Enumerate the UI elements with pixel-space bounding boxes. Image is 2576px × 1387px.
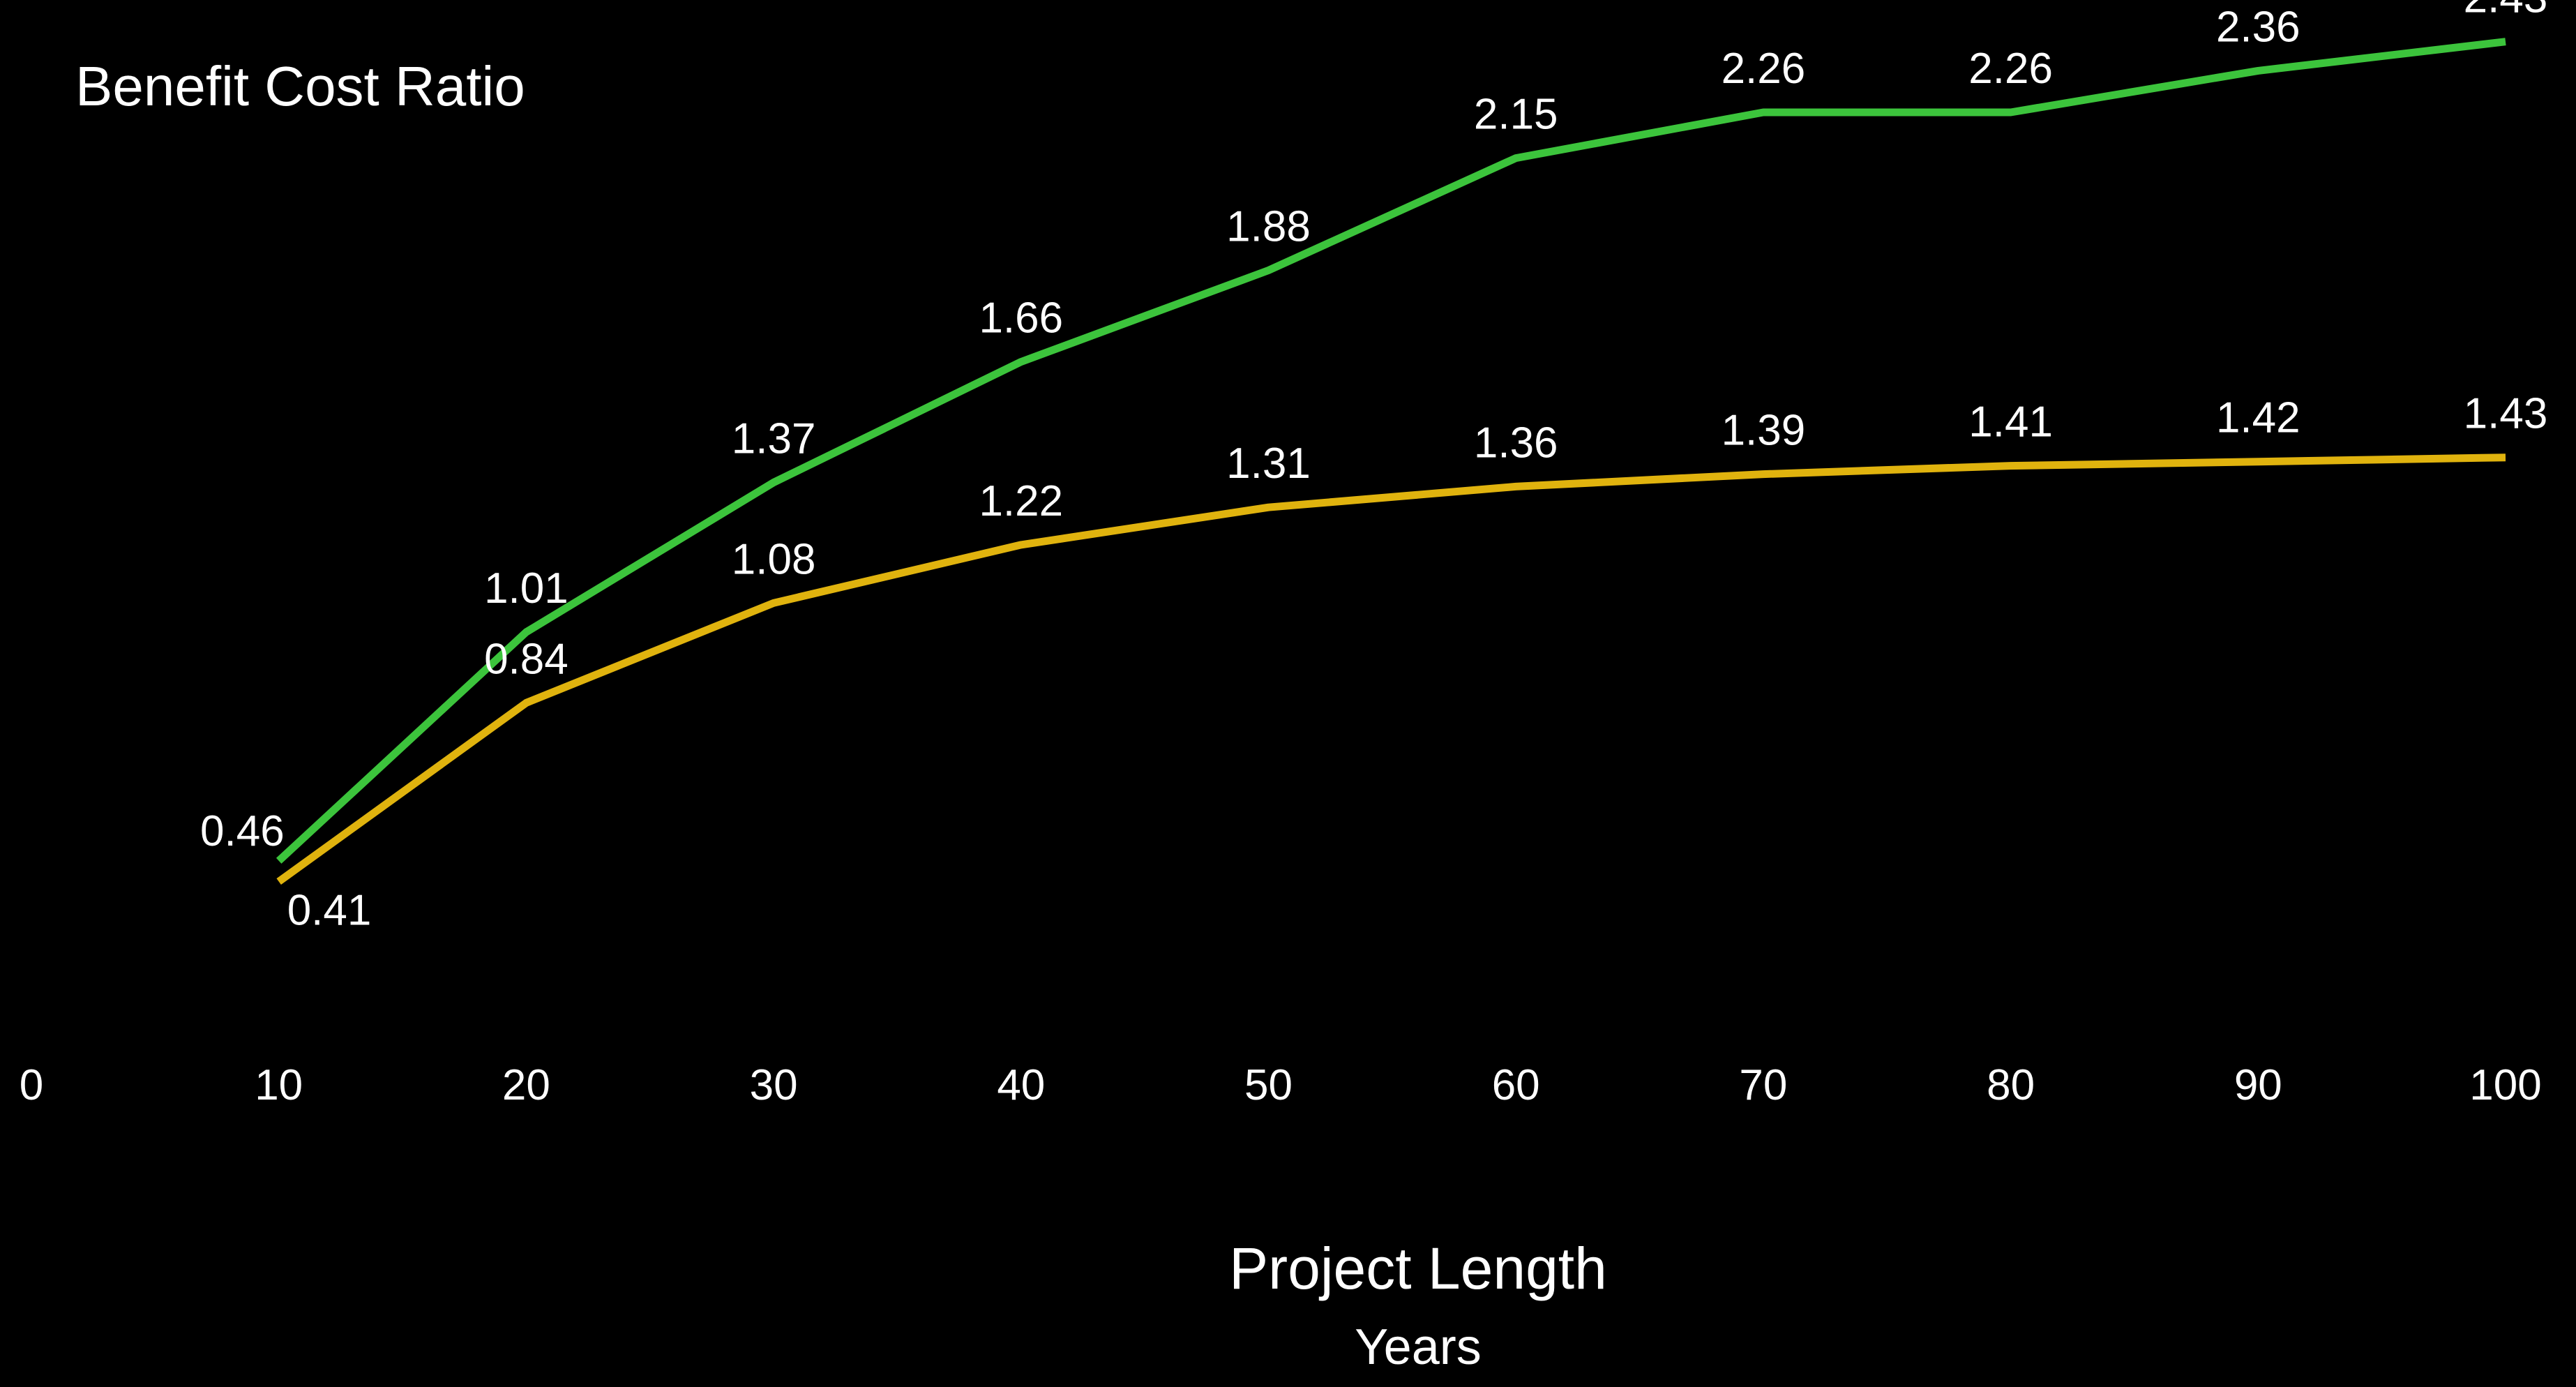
x-axis-label: Project Length: [1229, 1236, 1607, 1301]
data-label: 1.43: [2464, 390, 2548, 438]
x-tick-label: 30: [750, 1061, 798, 1109]
data-label: 1.31: [1226, 440, 1311, 488]
x-tick-label: 40: [997, 1061, 1045, 1109]
x-tick-label: 20: [502, 1061, 550, 1109]
data-label: 0.41: [287, 887, 372, 935]
data-label: 1.37: [732, 414, 816, 463]
x-tick-label: 90: [2234, 1061, 2282, 1109]
x-tick-label: 10: [255, 1061, 303, 1109]
data-label: 0.46: [200, 807, 285, 855]
x-tick-label: 80: [1987, 1061, 2035, 1109]
x-tick-label: 100: [2469, 1061, 2541, 1109]
data-label: 1.42: [2216, 394, 2300, 442]
x-tick-label: 70: [1739, 1061, 1787, 1109]
data-label: 2.15: [1474, 91, 1558, 139]
data-label: 2.26: [1722, 45, 1806, 93]
data-label: 2.43: [2464, 0, 2548, 22]
data-label: 0.84: [484, 635, 568, 683]
data-label: 2.26: [1968, 45, 2053, 93]
data-label: 1.88: [1226, 203, 1311, 251]
x-tick-label: 0: [20, 1061, 43, 1109]
data-label: 1.41: [1968, 398, 2053, 447]
chart-title: Benefit Cost Ratio: [75, 55, 525, 117]
series-line-2: [276, 453, 2506, 885]
data-label: 2.36: [2216, 3, 2300, 51]
x-tick-label: 50: [1244, 1061, 1293, 1109]
x-tick-label: 60: [1492, 1061, 1540, 1109]
data-label: 1.36: [1474, 419, 1558, 467]
data-label: 1.66: [979, 294, 1063, 343]
data-label: 1.39: [1722, 407, 1806, 455]
series-line-1: [276, 38, 2506, 864]
x-axis-unit: Years: [1355, 1319, 1482, 1375]
data-label: 1.08: [732, 535, 816, 583]
data-label: 1.22: [979, 477, 1063, 525]
data-label: 1.01: [484, 564, 568, 613]
